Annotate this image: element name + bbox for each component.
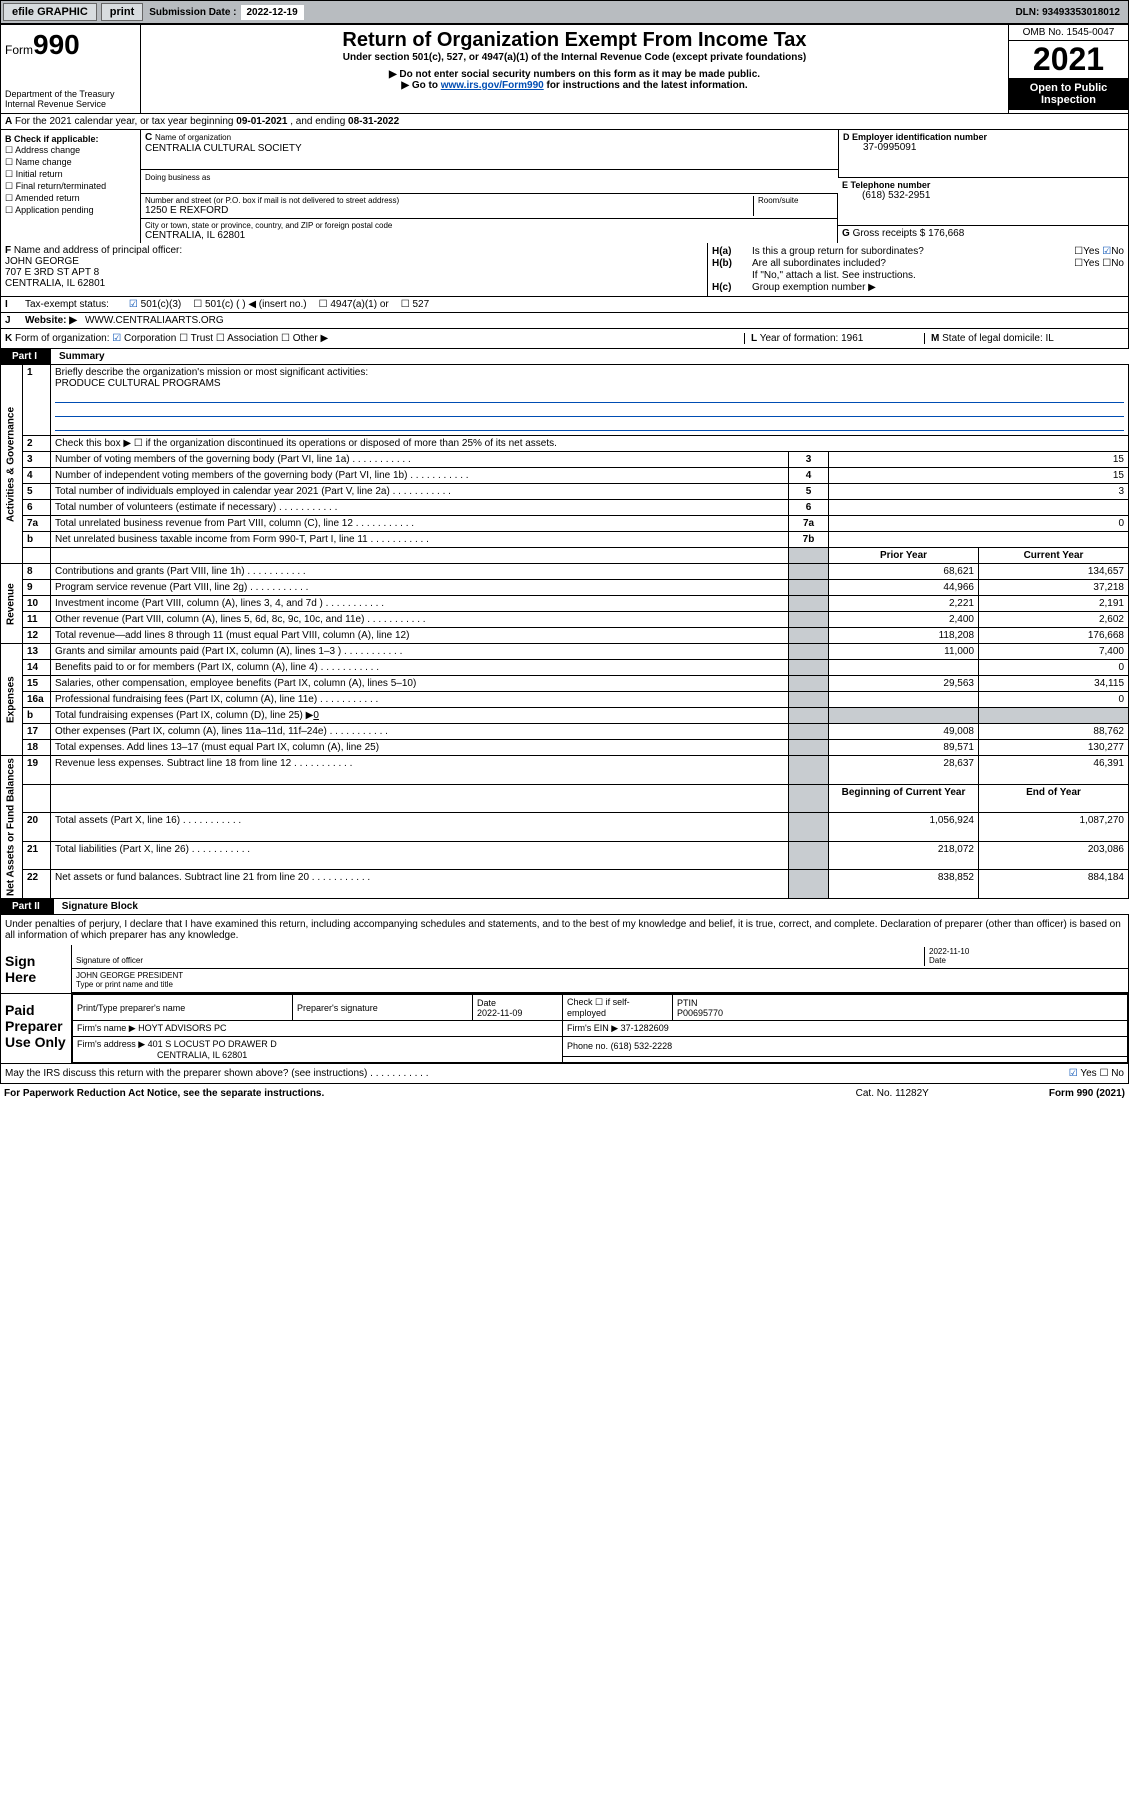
submission-label: Submission Date : (145, 7, 240, 18)
net-label: Net Assets or Fund Balances (1, 756, 23, 899)
footer-form: Form 990 (2021) (1049, 1088, 1125, 1099)
omb-number: OMB No. 1545-0047 (1009, 25, 1128, 41)
topbar: efile GRAPHIC print Submission Date : 20… (0, 0, 1129, 24)
form-header: Form990 Department of the Treasury Inter… (0, 24, 1129, 114)
rev-label: Revenue (1, 564, 23, 644)
firm-addr2: CENTRALIA, IL 62801 (77, 1050, 247, 1060)
officer-addr1: 707 E 3RD ST APT 8 (5, 267, 99, 278)
state-domicile: IL (1046, 333, 1054, 344)
part1-header: Part I Summary (0, 349, 1129, 364)
dba-box: Doing business as (141, 170, 838, 194)
footer-left: For Paperwork Reduction Act Notice, see … (4, 1088, 856, 1099)
subtitle-2: ▶ Do not enter social security numbers o… (149, 69, 1000, 80)
paid-prep-label: Paid Preparer Use Only (1, 994, 71, 1063)
officer-name: JOHN GEORGE (5, 256, 79, 267)
footer: For Paperwork Reduction Act Notice, see … (0, 1084, 1129, 1103)
chk-final[interactable]: Final return/terminated (5, 181, 136, 192)
irs-label: Internal Revenue Service (5, 99, 136, 109)
dept-label: Department of the Treasury (5, 89, 136, 99)
firm-ein: 37-1282609 (621, 1023, 669, 1033)
main-block: B Check if applicable: Address change Na… (0, 130, 1129, 243)
row-a: A For the 2021 calendar year, or tax yea… (0, 114, 1129, 130)
discuss-text: May the IRS discuss this return with the… (5, 1068, 1069, 1079)
dln: DLN: 93493353018012 (1015, 7, 1128, 18)
form-label: Form (5, 43, 33, 57)
year-formation: 1961 (841, 333, 863, 344)
firm-addr1: 401 S LOCUST PO DRAWER D (148, 1039, 277, 1049)
l7b-val (829, 532, 1129, 548)
sig-date: 2022-11-10 (929, 947, 969, 956)
chk-initial[interactable]: Initial return (5, 169, 136, 180)
org-name-box: C Name of organization CENTRALIA CULTURA… (141, 130, 838, 170)
form-title: Return of Organization Exempt From Incom… (149, 29, 1000, 52)
discuss-yes[interactable] (1069, 1068, 1078, 1079)
submission-date: 2022-12-19 (241, 5, 304, 20)
l5-val: 3 (829, 484, 1129, 500)
subtitle-1: Under section 501(c), 527, or 4947(a)(1)… (149, 52, 1000, 63)
l8-current: 134,657 (979, 564, 1129, 580)
box-e: E Telephone number (618) 532-2951 (838, 178, 1128, 226)
chk-amended[interactable]: Amended return (5, 193, 136, 204)
street-label: Number and street (or P.O. box if mail i… (145, 196, 399, 205)
form-number: 990 (33, 29, 80, 60)
chk-pending[interactable]: Application pending (5, 205, 136, 216)
room-label: Room/suite (753, 196, 833, 216)
row-i-label: I (5, 299, 25, 310)
exp-label: Expenses (1, 644, 23, 756)
officer-name-title: JOHN GEORGE PRESIDENT (76, 971, 183, 980)
chk-501c[interactable]: ☐ 501(c) ( ) ◀ (insert no.) (193, 299, 306, 310)
website-value: WWW.CENTRALIAARTS.ORG (85, 315, 224, 326)
chk-4947[interactable]: ☐ 4947(a)(1) or (319, 299, 389, 310)
subtitle-3: ▶ Go to www.irs.gov/Form990 for instruct… (149, 80, 1000, 91)
firm-phone: (618) 532-2228 (611, 1041, 673, 1051)
city-value: CENTRALIA, IL 62801 (145, 230, 833, 241)
gov-label: Activities & Governance (1, 365, 23, 564)
ha-no-checked (1102, 246, 1111, 257)
l4-val: 15 (829, 468, 1129, 484)
city-label: City or town, state or province, country… (145, 221, 833, 230)
ein-value: 37-0995091 (843, 142, 1124, 153)
efile-label: efile GRAPHIC (3, 3, 97, 21)
print-button[interactable]: print (101, 3, 143, 21)
gross-receipts: 176,668 (928, 228, 964, 239)
col-h: H(a) Is this a group return for subordin… (708, 243, 1128, 296)
signature-section: Under penalties of perjury, I declare th… (0, 914, 1129, 1084)
row-j-label: J (5, 315, 25, 326)
chk-501c3[interactable]: 501(c)(3) (129, 299, 181, 310)
chk-527[interactable]: ☐ 527 (401, 299, 429, 310)
irs-link[interactable]: www.irs.gov/Form990 (441, 80, 544, 91)
box-d: D Employer identification number 37-0995… (838, 130, 1128, 178)
sign-here-label: Sign Here (1, 945, 71, 993)
l6-val (829, 500, 1129, 516)
summary-table: Activities & Governance 1 Briefly descri… (0, 364, 1129, 899)
l7a-val: 0 (829, 516, 1129, 532)
l8-prior: 68,621 (829, 564, 979, 580)
ptin-value: P00695770 (677, 1008, 723, 1018)
box-g: G Gross receipts $ 176,668 (838, 226, 1128, 241)
hb-note: If "No," attach a list. See instructions… (712, 270, 1124, 281)
org-name: CENTRALIA CULTURAL SOCIETY (145, 143, 302, 154)
col-f: F Name and address of principal officer:… (1, 243, 708, 296)
mission-value: PRODUCE CULTURAL PROGRAMS (55, 378, 221, 389)
col-b-label: B Check if applicable: (5, 134, 136, 144)
prep-date: 2022-11-09 (477, 1008, 522, 1018)
inspection-label: Open to Public Inspection (1009, 78, 1128, 110)
firm-name: HOYT ADVISORS PC (138, 1023, 226, 1033)
chk-name[interactable]: Name change (5, 157, 136, 168)
phone-value: (618) 532-2951 (842, 190, 1124, 201)
part2-header: Part II Signature Block (0, 899, 1129, 914)
declaration-text: Under penalties of perjury, I declare th… (1, 915, 1128, 945)
footer-cat: Cat. No. 11282Y (856, 1088, 929, 1099)
street-value: 1250 E REXFORD (145, 205, 399, 216)
tax-year: 2021 (1009, 41, 1128, 78)
chk-corp[interactable] (112, 333, 121, 344)
chk-address[interactable]: Address change (5, 145, 136, 156)
officer-addr2: CENTRALIA, IL 62801 (5, 278, 105, 289)
l3-val: 15 (829, 452, 1129, 468)
col-b: B Check if applicable: Address change Na… (1, 130, 141, 243)
